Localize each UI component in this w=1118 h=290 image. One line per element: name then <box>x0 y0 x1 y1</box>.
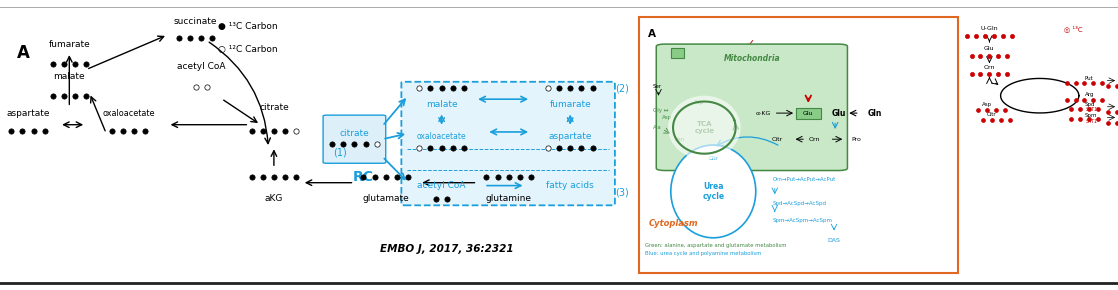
Text: Asp: Asp <box>662 115 672 120</box>
Text: Citr: Citr <box>986 112 996 117</box>
Text: Glutamate
transporter: Glutamate transporter <box>688 45 723 56</box>
Text: Gly ↔: Gly ↔ <box>653 108 669 113</box>
FancyBboxPatch shape <box>401 82 615 205</box>
Text: Asp: Asp <box>693 100 704 106</box>
Text: Pro: Pro <box>852 137 861 142</box>
Text: Glu: Glu <box>832 108 846 118</box>
Text: glutamine: glutamine <box>485 194 532 203</box>
Text: Asn: Asn <box>675 137 685 142</box>
Text: malate: malate <box>54 72 85 81</box>
Text: (1): (1) <box>333 147 347 157</box>
Text: Ser: Ser <box>653 84 662 90</box>
Text: Citr: Citr <box>771 137 783 142</box>
Text: Spd→AcSpd→AcSpd: Spd→AcSpd→AcSpd <box>773 200 826 206</box>
Text: Citr: Citr <box>709 156 718 162</box>
Text: EMBO J, 2017, 36:2321: EMBO J, 2017, 36:2321 <box>380 244 514 254</box>
Text: fatty acids: fatty acids <box>547 181 594 190</box>
Text: ● ¹³C Carbon: ● ¹³C Carbon <box>218 21 277 31</box>
Text: aspartate: aspartate <box>549 132 591 141</box>
Text: Spm: Spm <box>1084 113 1097 119</box>
Text: Orn: Orn <box>808 137 819 142</box>
FancyBboxPatch shape <box>796 108 821 119</box>
Text: Mitochondria: Mitochondria <box>723 53 780 63</box>
Text: SAT1: SAT1 <box>1087 119 1098 124</box>
Text: Green: alanine, aspartate and glutamate metabolism: Green: alanine, aspartate and glutamate … <box>645 242 787 248</box>
Text: Cytoplasm: Cytoplasm <box>648 219 698 228</box>
Ellipse shape <box>671 145 756 238</box>
Text: Spd: Spd <box>1084 102 1095 107</box>
Text: Put: Put <box>1084 76 1093 81</box>
Text: acetyl CoA: acetyl CoA <box>177 62 226 71</box>
Ellipse shape <box>669 96 741 160</box>
Text: OAA: OAA <box>693 151 704 156</box>
Text: Ala: Ala <box>653 125 662 130</box>
Text: U-Gln: U-Gln <box>980 26 998 32</box>
Text: Gln: Gln <box>868 108 882 118</box>
FancyBboxPatch shape <box>323 115 386 163</box>
Text: citrate: citrate <box>340 129 369 138</box>
Text: A: A <box>648 29 656 39</box>
Text: ○ ¹²C Carbon: ○ ¹²C Carbon <box>218 45 277 54</box>
Text: Urea
cycle: Urea cycle <box>702 182 724 201</box>
Text: aKG: aKG <box>265 194 283 203</box>
Text: malate: malate <box>426 100 457 109</box>
Text: Orn→Put→AcPut→AcPut: Orn→Put→AcPut→AcPut <box>773 177 836 182</box>
Text: glutamate: glutamate <box>362 194 409 203</box>
Text: acetyl CoA: acetyl CoA <box>417 181 466 190</box>
Text: oxaloacetate: oxaloacetate <box>417 132 466 141</box>
Text: oxaloacetate: oxaloacetate <box>103 108 154 118</box>
Text: ◎ ¹³C: ◎ ¹³C <box>1064 26 1082 32</box>
Text: Glu: Glu <box>984 46 995 51</box>
Text: SLC25A22-
knockdown: SLC25A22- knockdown <box>760 45 796 56</box>
Text: α-KG: α-KG <box>756 110 771 116</box>
Text: Glu: Glu <box>803 110 814 116</box>
FancyBboxPatch shape <box>671 48 684 58</box>
Text: A: A <box>17 44 30 61</box>
Text: DAS: DAS <box>827 238 841 243</box>
Text: ✓: ✓ <box>746 39 755 48</box>
Text: TCA
cycle: TCA cycle <box>694 121 714 134</box>
Text: fumarate: fumarate <box>549 100 591 109</box>
FancyBboxPatch shape <box>656 44 847 171</box>
Text: aspartate: aspartate <box>7 108 49 118</box>
Text: (3): (3) <box>615 188 628 198</box>
Text: Arg: Arg <box>1084 92 1093 97</box>
Text: (2): (2) <box>615 84 628 93</box>
Text: succinate: succinate <box>174 17 217 26</box>
FancyBboxPatch shape <box>639 17 958 273</box>
Text: fumarate: fumarate <box>48 40 91 50</box>
Text: Spm→AcSpm→AcSpm: Spm→AcSpm→AcSpm <box>773 218 833 223</box>
Text: Blue: urea cycle and polyamine metabolism: Blue: urea cycle and polyamine metabolis… <box>645 251 761 256</box>
Text: RC: RC <box>353 170 373 184</box>
Text: Orn: Orn <box>984 65 995 70</box>
Text: Asp: Asp <box>982 102 992 107</box>
Text: citrate: citrate <box>259 103 288 112</box>
Text: SAT1: SAT1 <box>1087 107 1098 112</box>
